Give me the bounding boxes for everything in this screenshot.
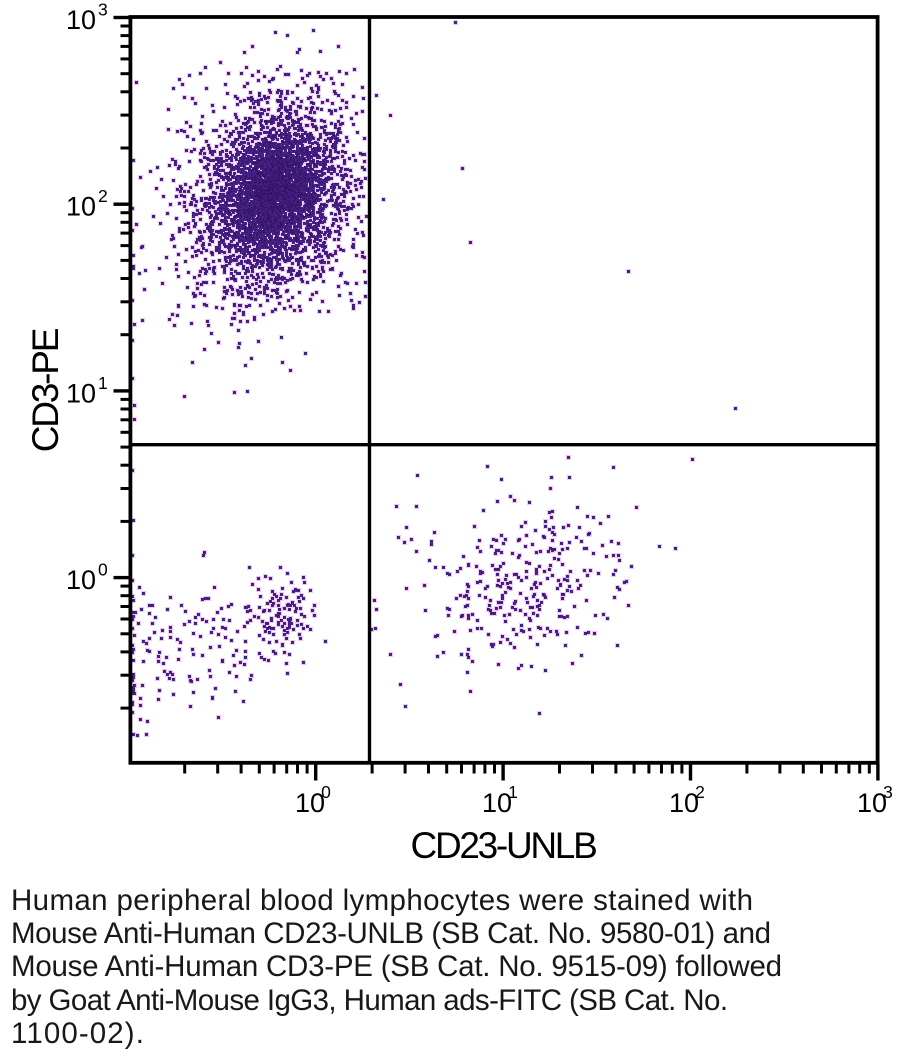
svg-text:10: 10 xyxy=(66,192,96,222)
svg-text:CD3-PE: CD3-PE xyxy=(25,328,66,452)
svg-text:2: 2 xyxy=(98,186,108,206)
svg-text:10: 10 xyxy=(669,788,699,818)
svg-text:1: 1 xyxy=(98,373,108,393)
svg-text:10: 10 xyxy=(482,788,512,818)
svg-text:10: 10 xyxy=(66,565,96,595)
svg-text:3: 3 xyxy=(883,782,893,802)
svg-text:CD23-UNLB: CD23-UNLB xyxy=(411,825,597,866)
svg-text:0: 0 xyxy=(321,782,331,802)
svg-text:0: 0 xyxy=(98,560,108,580)
svg-text:10: 10 xyxy=(295,788,325,818)
svg-text:10: 10 xyxy=(66,5,96,35)
svg-text:10: 10 xyxy=(857,788,887,818)
svg-text:3: 3 xyxy=(98,0,108,20)
svg-text:2: 2 xyxy=(695,782,705,802)
svg-text:10: 10 xyxy=(66,378,96,408)
svg-text:1: 1 xyxy=(508,782,518,802)
